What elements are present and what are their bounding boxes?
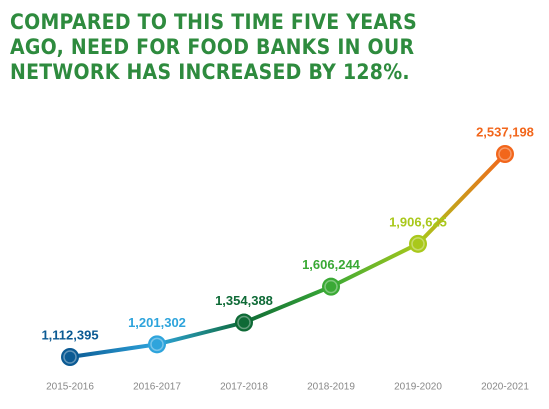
- data-point: [496, 145, 514, 163]
- value-label: 2,537,198: [476, 124, 534, 139]
- x-tick-label: 2018-2019: [307, 382, 355, 393]
- value-label: 1,606,244: [302, 257, 361, 272]
- x-tick-label: 2016-2017: [133, 382, 181, 393]
- value-label: 1,906,625: [389, 214, 447, 229]
- x-tick-label: 2019-2020: [394, 382, 442, 393]
- data-point: [322, 277, 340, 296]
- data-point: [235, 313, 253, 332]
- x-tick-label: 2020-2021: [481, 382, 529, 393]
- value-label: 1,201,302: [128, 315, 186, 330]
- data-line: [69, 152, 507, 359]
- x-tick-label: 2015-2016: [46, 382, 94, 393]
- data-point: [61, 348, 79, 366]
- value-label: 1,354,388: [215, 293, 273, 308]
- chart-title: COMPARED TO THIS TIME FIVE YEARS AGO, NE…: [10, 10, 418, 84]
- value-label: 1,112,395: [41, 327, 98, 342]
- x-tick-label: 2017-2018: [220, 382, 268, 393]
- data-point: [409, 234, 427, 253]
- data-point: [148, 335, 166, 354]
